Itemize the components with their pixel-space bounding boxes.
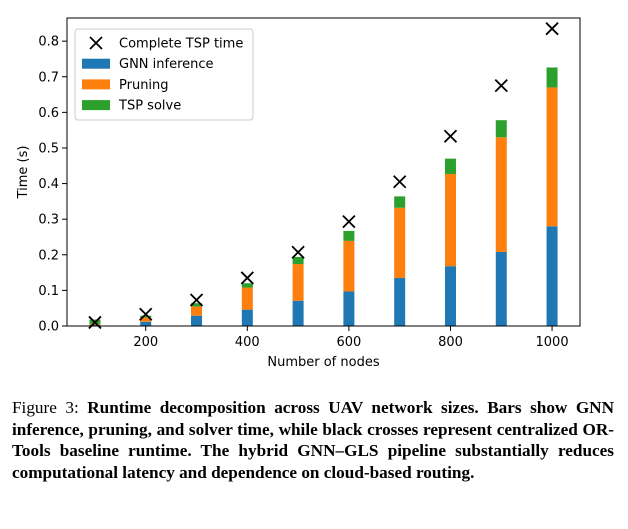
x-axis: 200 400 600 800 1000 <box>133 326 569 350</box>
y-tick-label: 0.2 <box>38 248 59 263</box>
bar-segment <box>444 266 456 326</box>
runtime-chart: 0.0 0.1 0.2 0.3 0.4 0.5 0.6 0.7 0.8 200 400 600 800… <box>16 17 581 370</box>
bar-segment <box>546 226 558 326</box>
y-tick-label: 0.5 <box>38 141 59 156</box>
y-tick-label: 0.8 <box>38 35 59 50</box>
complete-time-marker <box>291 245 305 259</box>
bar-segment <box>292 300 304 326</box>
bar-segment <box>444 158 456 174</box>
bar-segment <box>241 287 253 310</box>
x-tick-label: 200 <box>133 335 158 350</box>
legend-item-series: Pruning <box>82 78 169 93</box>
y-tick-label: 0.0 <box>38 320 59 335</box>
bar-segment <box>394 207 406 278</box>
complete-time-marker <box>545 22 559 36</box>
y-tick-label: 0.1 <box>38 284 59 299</box>
legend-item-complete-tsp-time: Complete TSP time <box>89 36 243 52</box>
bar-segment <box>89 323 101 325</box>
bar-segment <box>343 230 355 241</box>
legend-swatch <box>82 100 110 111</box>
bar-segment <box>89 324 101 326</box>
bar-segment <box>140 317 152 322</box>
bar-segment <box>292 256 304 265</box>
bar-segment <box>343 291 355 326</box>
legend-box <box>74 28 254 121</box>
bar-segment <box>495 251 507 326</box>
complete-time-marker <box>139 307 153 321</box>
legend-swatch <box>82 58 110 69</box>
x-tick-label: 1000 <box>536 335 569 350</box>
complete-time-marker <box>189 293 204 307</box>
bar-segment <box>495 120 507 138</box>
complete-time-marker <box>240 271 254 285</box>
legend-item-series: GNN inference <box>82 57 214 72</box>
y-tick-label: 0.4 <box>38 177 59 192</box>
bar-segment <box>546 87 558 227</box>
plot-frame <box>66 17 581 327</box>
legend-item-series: TSP solve <box>82 99 181 114</box>
bar-segment <box>191 303 203 307</box>
bar-segment <box>140 321 152 326</box>
x-tick-label: 800 <box>438 335 463 350</box>
x-tick-label: 600 <box>336 335 361 350</box>
complete-time-marker <box>443 129 458 143</box>
bar-segment <box>394 196 406 208</box>
legend-label: TSP solve <box>118 99 181 114</box>
complete-time-marker <box>342 215 356 229</box>
x-axis-title: Number of nodes <box>267 355 379 370</box>
bar-segment <box>241 309 253 326</box>
x-tick-label: 400 <box>235 335 260 350</box>
bar-segment <box>140 315 152 318</box>
bar-segment <box>444 173 456 267</box>
caption-label: Figure 3: <box>12 398 79 417</box>
legend-swatch <box>82 79 110 90</box>
y-tick-label: 0.6 <box>38 106 59 121</box>
y-tick-label: 0.3 <box>38 213 59 228</box>
bar-segment <box>241 283 253 288</box>
bar-segment <box>343 240 355 292</box>
bar-segment <box>191 306 203 316</box>
bar-segment <box>292 264 304 301</box>
y-axis-title: Time (s) <box>16 146 31 200</box>
legend-label: Complete TSP time <box>119 37 243 52</box>
caption-text: Runtime decomposition across UAV network… <box>12 398 615 482</box>
complete-time-marker <box>494 79 508 93</box>
bar-segment <box>546 67 558 88</box>
figure-caption: Figure 3: Runtime decomposition across U… <box>12 397 614 483</box>
bar-layer <box>89 67 558 326</box>
legend-label: GNN inference <box>119 57 214 72</box>
bar-segment <box>495 137 507 252</box>
legend-label: Pruning <box>119 78 169 93</box>
y-tick-label: 0.7 <box>38 70 59 85</box>
y-axis: 0.0 0.1 0.2 0.3 0.4 0.5 0.6 0.7 0.8 <box>38 35 67 335</box>
bar-segment <box>394 277 406 326</box>
legend: Complete TSP time GNN inference Pruning TSP… <box>74 28 254 121</box>
bar-segment <box>191 315 203 326</box>
complete-time-marker <box>393 175 407 189</box>
